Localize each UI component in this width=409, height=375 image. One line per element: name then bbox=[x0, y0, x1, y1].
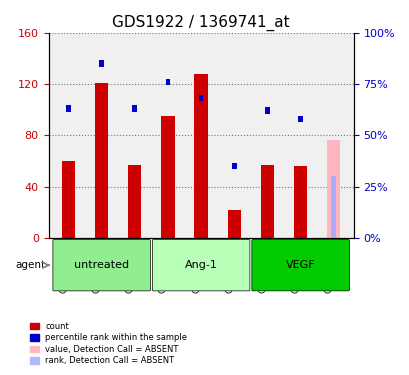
Bar bbox=[265, 107, 269, 114]
Bar bbox=[231, 163, 236, 169]
Bar bbox=[326, 140, 339, 238]
Text: agent: agent bbox=[15, 260, 45, 270]
Bar bbox=[260, 165, 273, 238]
Bar bbox=[62, 161, 75, 238]
Bar bbox=[293, 166, 306, 238]
Bar bbox=[298, 116, 302, 122]
Bar bbox=[194, 74, 207, 238]
Bar bbox=[128, 165, 141, 238]
FancyBboxPatch shape bbox=[152, 240, 249, 291]
Bar bbox=[330, 176, 335, 238]
Text: VEGF: VEGF bbox=[285, 260, 315, 270]
Title: GDS1922 / 1369741_at: GDS1922 / 1369741_at bbox=[112, 15, 289, 31]
Text: untreated: untreated bbox=[74, 260, 129, 270]
Bar bbox=[227, 210, 240, 238]
Bar bbox=[99, 60, 104, 67]
Legend: count, percentile rank within the sample, value, Detection Call = ABSENT, rank, : count, percentile rank within the sample… bbox=[29, 320, 189, 367]
Text: Ang-1: Ang-1 bbox=[184, 260, 217, 270]
Bar bbox=[95, 82, 108, 238]
Bar bbox=[165, 79, 170, 85]
Bar bbox=[132, 105, 137, 112]
FancyBboxPatch shape bbox=[251, 240, 348, 291]
Bar bbox=[66, 105, 71, 112]
FancyBboxPatch shape bbox=[53, 240, 150, 291]
Bar bbox=[198, 95, 203, 102]
Bar bbox=[161, 116, 174, 238]
